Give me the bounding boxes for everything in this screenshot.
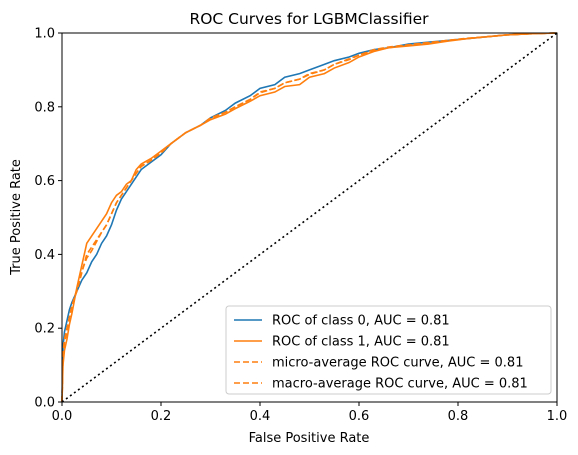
y-tick-label: 0.4 [34, 248, 55, 263]
legend-entries: ROC of class 0, AUC = 0.81 ROC of class 1… [234, 314, 528, 392]
legend-label: macro-average ROC curve, AUC = 0.81 [272, 377, 528, 392]
y-axis-label: True Positive Rate [9, 159, 24, 276]
x-tick-label: 1.0 [547, 409, 568, 424]
legend-label: ROC of class 0, AUC = 0.81 [272, 314, 450, 329]
x-axis-ticks: 0.0 0.2 0.4 0.6 0.8 1.0 [52, 402, 568, 424]
chart-title: ROC Curves for LGBMClassifier [189, 10, 429, 28]
legend-box [225, 305, 552, 395]
y-axis-ticks: 0.0 0.2 0.4 0.6 0.8 1.0 [34, 27, 62, 411]
y-tick-label: 0.6 [34, 174, 55, 189]
plot-border [61, 32, 558, 403]
y-tick-label: 0.8 [34, 100, 55, 115]
series-line-3 [61, 32, 558, 403]
series-layer [61, 32, 558, 403]
y-tick-label: 1.0 [34, 27, 55, 42]
x-tick-label: 0.2 [151, 409, 172, 424]
y-tick-label: 0.2 [34, 322, 55, 337]
legend-label: ROC of class 1, AUC = 0.81 [272, 335, 450, 350]
legend-label: micro-average ROC curve, AUC = 0.81 [272, 356, 523, 371]
legend: ROC of class 0, AUC = 0.81 ROC of class 1… [225, 305, 552, 395]
y-tick-label: 0.0 [34, 396, 55, 411]
x-tick-label: 0.4 [250, 409, 271, 424]
x-tick-label: 0.0 [52, 409, 73, 424]
x-axis-label: False Positive Rate [249, 431, 370, 446]
x-tick-label: 0.8 [448, 409, 469, 424]
x-tick-label: 0.6 [349, 409, 370, 424]
